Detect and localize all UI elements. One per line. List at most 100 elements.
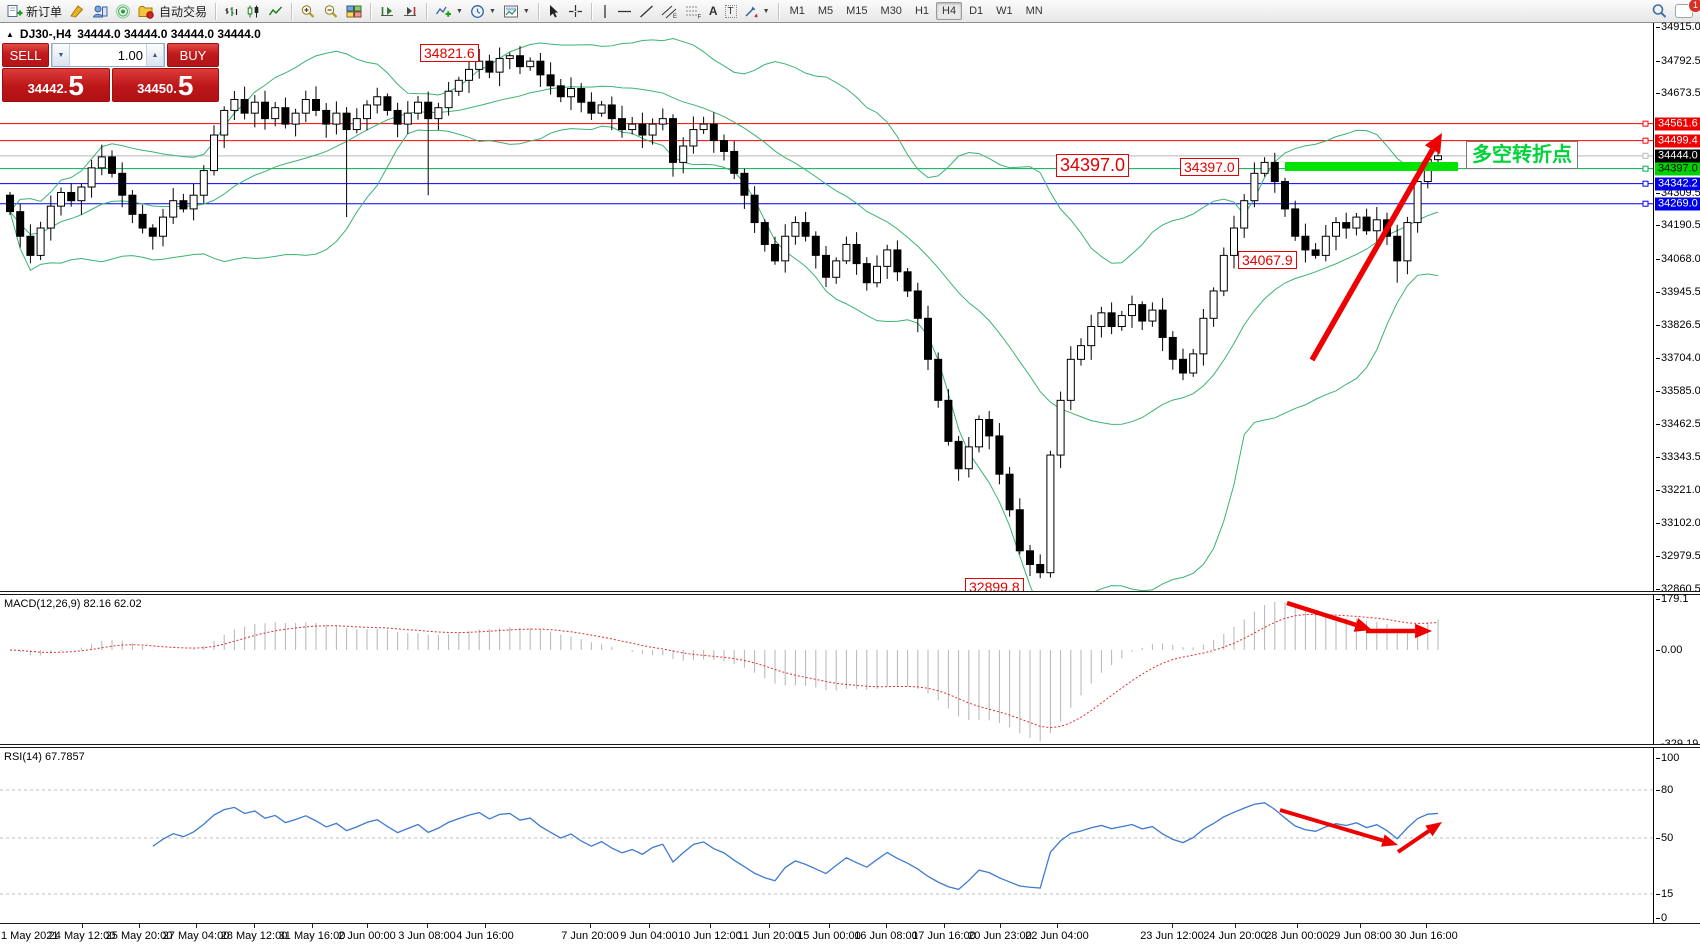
clock-icon <box>471 4 484 18</box>
annotation-turning-point-label[interactable]: 多空转折点 <box>1466 141 1578 169</box>
price-tick: 33102.0 <box>1656 516 1700 529</box>
panel-separator[interactable] <box>0 744 1700 748</box>
timeframe-h1-button[interactable]: H1 <box>914 5 929 17</box>
price-level-badge: 34561.6 <box>1655 117 1700 131</box>
autotrade-label: 自动交易 <box>159 4 208 19</box>
volume-input[interactable] <box>70 44 146 66</box>
equidistant-channel-tool-button[interactable]: E <box>658 2 681 21</box>
time-tick <box>312 924 313 928</box>
time-label: 7 Jun 20:00 <box>561 930 619 942</box>
cursor-tool-button[interactable] <box>544 2 564 21</box>
price-tick: 33704.0 <box>1656 352 1700 365</box>
macd-panel[interactable]: MACD(12,26,9) 82.16 62.02 <box>0 595 1653 744</box>
tile-windows-button[interactable] <box>343 2 365 21</box>
timeframe-m30-button[interactable]: M30 <box>880 5 902 17</box>
annotation-dip-price[interactable]: 34067.9 <box>1238 251 1297 269</box>
volume-decrease-button[interactable]: ▼ <box>52 44 70 66</box>
rsi-canvas <box>0 789 1653 895</box>
price-chart-area[interactable]: ▲ DJ30-,H4 34444.0 34444.0 34444.0 34444… <box>0 23 1653 596</box>
line-chart-mode-button[interactable] <box>265 2 286 21</box>
price-level-badge: 34499.4 <box>1655 134 1700 148</box>
fibonacci-tool-button[interactable]: F <box>682 2 705 21</box>
arrows-tool-button[interactable]: ▼ <box>741 2 773 21</box>
time-label: 23 Jun 12:00 <box>1140 930 1204 942</box>
panel-separator[interactable] <box>0 591 1700 595</box>
buy-button[interactable]: BUY <box>167 43 219 67</box>
annotation-level-price-small[interactable]: 34397.0 <box>1180 158 1239 176</box>
time-axis[interactable]: 1 May 2021 24 May 12:00 25 May 20:00 27 May… <box>0 923 1700 946</box>
new-order-button[interactable]: 新订单 <box>4 2 65 21</box>
price-chart-canvas[interactable] <box>0 23 1653 591</box>
text-tool-button[interactable]: A <box>706 2 721 21</box>
depth-of-market-button[interactable] <box>89 2 111 21</box>
macd-label: MACD(12,26,9) 82.16 62.02 <box>4 598 142 610</box>
indicators-menu-button[interactable]: ▼ <box>432 2 466 21</box>
buy-price-main: 34450. <box>137 81 177 96</box>
horizontal-line-tool-button[interactable] <box>614 2 635 21</box>
text-label-tool-button[interactable]: T <box>722 2 740 21</box>
rsi-panel[interactable]: RSI(14) 67.7857 <box>0 748 1653 923</box>
time-tick <box>1360 924 1361 928</box>
trendline-icon <box>639 5 653 17</box>
annotation-level-price-large[interactable]: 34397.0 <box>1056 154 1130 177</box>
dropdown-caret-icon: ▼ <box>522 7 530 15</box>
crosshair-tool-button[interactable] <box>565 2 586 21</box>
main-toolbar: 新订单 自动交易 <box>0 0 1700 23</box>
timeframe-d1-button[interactable]: D1 <box>969 5 984 17</box>
zoom-in-button[interactable] <box>297 2 319 21</box>
price-tick: 33826.5 <box>1656 318 1700 331</box>
candlestick-mode-button[interactable] <box>243 2 264 21</box>
time-label: 30 Jun 16:00 <box>1394 930 1458 942</box>
time-tick <box>590 924 591 928</box>
sell-price-display[interactable]: 34442. 5 <box>2 68 110 102</box>
tile-windows-icon <box>346 5 362 17</box>
dropdown-caret-icon: ▼ <box>762 7 770 15</box>
time-tick <box>254 924 255 928</box>
time-tick <box>649 924 650 928</box>
time-tick <box>886 924 887 928</box>
highlighter-icon <box>70 4 84 18</box>
highlighter-tool-button[interactable] <box>66 2 88 21</box>
time-tick <box>944 924 945 928</box>
rsi-tick: 80 <box>1655 784 1674 796</box>
channel-icon: E <box>661 5 677 19</box>
vertical-line-icon <box>604 4 606 18</box>
annotation-peak-price[interactable]: 34821.6 <box>420 44 479 62</box>
template-icon <box>503 5 518 17</box>
auto-scroll-button[interactable] <box>376 2 398 21</box>
notifications-button[interactable]: 1 <box>1672 0 1700 21</box>
svg-text:F: F <box>697 14 701 19</box>
sell-button[interactable]: SELL <box>2 43 49 67</box>
time-tick <box>196 924 197 928</box>
dropdown-caret-icon: ▼ <box>488 7 496 15</box>
trendline-tool-button[interactable] <box>636 2 657 21</box>
toolbar-separator <box>426 2 428 20</box>
volume-increase-button[interactable]: ▲ <box>146 44 164 66</box>
broadcast-button[interactable] <box>112 2 134 21</box>
search-button[interactable] <box>1648 2 1671 21</box>
vertical-line-tool-button[interactable] <box>597 2 613 21</box>
periods-menu-button[interactable]: ▼ <box>467 2 499 21</box>
candlestick-series <box>6 46 1442 579</box>
chart-shift-button[interactable] <box>399 2 421 21</box>
text-tool-icon: A <box>708 4 718 18</box>
timeframe-h4-button[interactable]: H4 <box>936 2 963 20</box>
cursor-icon <box>549 4 558 17</box>
timeframe-mn-button[interactable]: MN <box>1025 5 1043 17</box>
text-label-icon: T <box>724 4 737 18</box>
timeframe-m5-button[interactable]: M5 <box>817 5 834 17</box>
timeframe-w1-button[interactable]: W1 <box>996 5 1013 17</box>
volume-stepper: ▼ ▲ <box>51 43 165 67</box>
chart-annotations <box>1285 133 1458 362</box>
autotrade-button[interactable]: 自动交易 <box>135 2 210 21</box>
zoom-out-button[interactable] <box>320 2 342 21</box>
buy-price-display[interactable]: 34450. 5 <box>111 68 219 102</box>
timeframe-m1-button[interactable]: M1 <box>789 5 805 17</box>
templates-menu-button[interactable]: ▼ <box>500 2 533 21</box>
rsi-axis: 100 80 50 15 0 <box>1653 748 1700 924</box>
rsi-label: RSI(14) 67.7857 <box>4 751 85 763</box>
macd-canvas <box>9 600 1439 742</box>
bar-chart-mode-button[interactable] <box>221 2 242 21</box>
timeframe-m15-button[interactable]: M15 <box>846 5 868 17</box>
toolbar-separator <box>291 2 293 20</box>
